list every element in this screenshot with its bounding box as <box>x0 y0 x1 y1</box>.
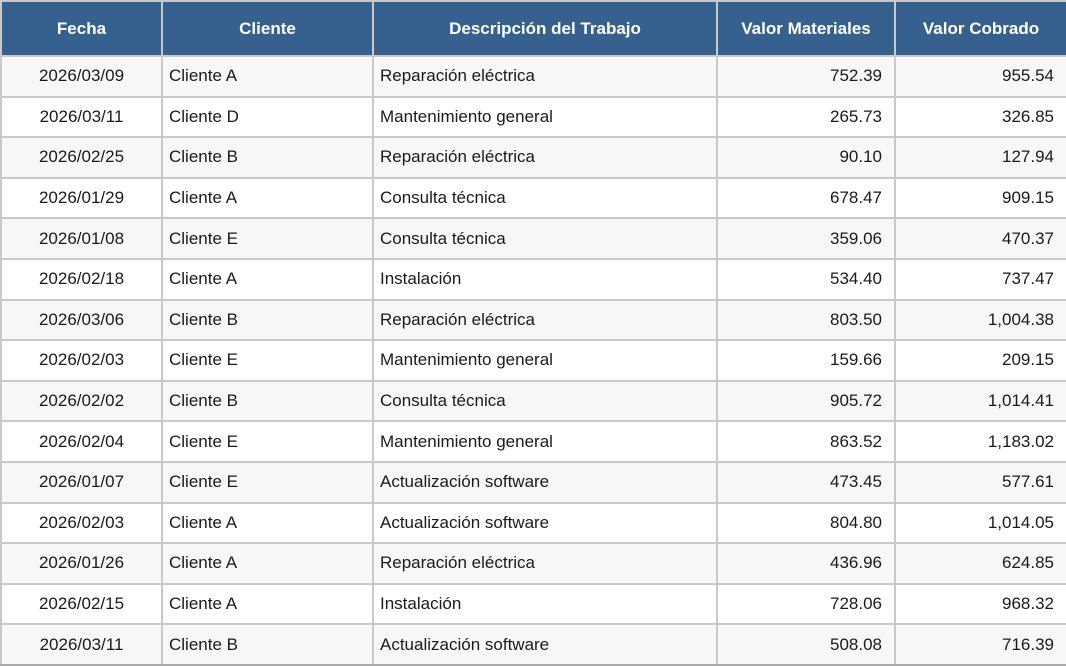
cell-descripcion: Instalación <box>372 582 718 626</box>
cell-cliente: Cliente B <box>161 379 374 423</box>
cell-cliente: Cliente A <box>161 176 374 220</box>
cell-cliente: Cliente E <box>161 460 374 504</box>
cell-valor_materiales: 534.40 <box>716 257 896 301</box>
cell-valor_cobrado: 1,014.05 <box>894 501 1066 545</box>
cell-cliente: Cliente B <box>161 623 374 666</box>
cell-fecha: 2026/01/07 <box>0 460 163 504</box>
table-row: 2026/02/25 Cliente B Reparación eléctrica 9… <box>0 136 1066 179</box>
cell-valor_cobrado: 909.15 <box>894 176 1066 220</box>
cell-fecha: 2026/02/25 <box>0 136 163 179</box>
cell-descripcion: Mantenimiento general <box>372 339 718 382</box>
cell-fecha: 2026/02/15 <box>0 582 163 626</box>
table-row: 2026/02/03 Cliente A Actualización softwar… <box>0 501 1066 545</box>
cell-valor_materiales: 728.06 <box>716 582 896 626</box>
cell-cliente: Cliente E <box>161 339 374 382</box>
cell-cliente: Cliente A <box>161 582 374 626</box>
table-row: 2026/02/15 Cliente A Instalación 728.06 968.… <box>0 582 1066 626</box>
table-row: 2026/02/03 Cliente E Mantenimiento general… <box>0 339 1066 382</box>
table-row: 2026/03/06 Cliente B Reparación eléctrica 8… <box>0 298 1066 342</box>
cell-fecha: 2026/03/09 <box>0 55 163 98</box>
header-cell-fecha: Fecha <box>0 0 163 57</box>
cell-descripcion: Consulta técnica <box>372 379 718 423</box>
cell-valor_materiales: 905.72 <box>716 379 896 423</box>
cell-valor_materiales: 436.96 <box>716 542 896 585</box>
cell-fecha: 2026/02/04 <box>0 420 163 463</box>
cell-descripcion: Actualización software <box>372 460 718 504</box>
header-cell-cliente: Cliente <box>161 0 374 57</box>
cell-fecha: 2026/02/03 <box>0 501 163 545</box>
cell-cliente: Cliente A <box>161 257 374 301</box>
table-row: 2026/03/09 Cliente A Reparación eléctrica 7… <box>0 55 1066 98</box>
cell-fecha: 2026/03/11 <box>0 623 163 666</box>
cell-cliente: Cliente B <box>161 136 374 179</box>
cell-descripcion: Reparación eléctrica <box>372 298 718 342</box>
cell-valor_cobrado: 209.15 <box>894 339 1066 382</box>
cell-cliente: Cliente D <box>161 95 374 139</box>
cell-valor_cobrado: 968.32 <box>894 582 1066 626</box>
cell-valor_materiales: 752.39 <box>716 55 896 98</box>
cell-descripcion: Consulta técnica <box>372 176 718 220</box>
cell-cliente: Cliente B <box>161 298 374 342</box>
cell-cliente: Cliente A <box>161 501 374 545</box>
cell-fecha: 2026/01/29 <box>0 176 163 220</box>
cell-valor_materiales: 803.50 <box>716 298 896 342</box>
cell-valor_cobrado: 955.54 <box>894 55 1066 98</box>
table-body: 2026/03/09 Cliente A Reparación eléctrica 7… <box>0 55 1066 666</box>
cell-cliente: Cliente A <box>161 542 374 585</box>
cell-descripcion: Actualización software <box>372 501 718 545</box>
header-cell-descripcion: Descripción del Trabajo <box>372 0 718 57</box>
table-row: 2026/02/04 Cliente E Mantenimiento general… <box>0 420 1066 463</box>
table-row: 2026/03/11 Cliente D Mantenimiento general… <box>0 95 1066 139</box>
table-header: Fecha Cliente Descripción del Trabajo Valor… <box>0 0 1066 57</box>
cell-valor_cobrado: 737.47 <box>894 257 1066 301</box>
cell-cliente: Cliente E <box>161 420 374 463</box>
cell-fecha: 2026/02/03 <box>0 339 163 382</box>
header-row: Fecha Cliente Descripción del Trabajo Valor… <box>0 0 1066 57</box>
cell-fecha: 2026/01/26 <box>0 542 163 585</box>
cell-valor_materiales: 863.52 <box>716 420 896 463</box>
table-row: 2026/01/08 Cliente E Consulta técnica 359.0… <box>0 217 1066 260</box>
cell-cliente: Cliente A <box>161 55 374 98</box>
cell-valor_cobrado: 716.39 <box>894 623 1066 666</box>
cell-valor_materiales: 90.10 <box>716 136 896 179</box>
cell-valor_materiales: 359.06 <box>716 217 896 260</box>
cell-valor_cobrado: 1,004.38 <box>894 298 1066 342</box>
cell-descripcion: Mantenimiento general <box>372 95 718 139</box>
table-row: 2026/02/18 Cliente A Instalación 534.40 737.… <box>0 257 1066 301</box>
cell-valor_materiales: 678.47 <box>716 176 896 220</box>
cell-valor_cobrado: 470.37 <box>894 217 1066 260</box>
cell-valor_cobrado: 1,014.41 <box>894 379 1066 423</box>
table-row: 2026/02/02 Cliente B Consulta técnica 905.7… <box>0 379 1066 423</box>
cell-descripcion: Reparación eléctrica <box>372 55 718 98</box>
header-cell-valor_materiales: Valor Materiales <box>716 0 896 57</box>
table-row: 2026/01/29 Cliente A Consulta técnica 678.4… <box>0 176 1066 220</box>
cell-valor_materiales: 804.80 <box>716 501 896 545</box>
table-row: 2026/03/11 Cliente B Actualización softwar… <box>0 623 1066 666</box>
header-cell-valor_cobrado: Valor Cobrado <box>894 0 1066 57</box>
cell-valor_materiales: 159.66 <box>716 339 896 382</box>
cell-valor_materiales: 508.08 <box>716 623 896 666</box>
cell-valor_cobrado: 577.61 <box>894 460 1066 504</box>
cell-fecha: 2026/02/02 <box>0 379 163 423</box>
cell-fecha: 2026/01/08 <box>0 217 163 260</box>
cell-fecha: 2026/03/11 <box>0 95 163 139</box>
cell-cliente: Cliente E <box>161 217 374 260</box>
cell-valor_materiales: 265.73 <box>716 95 896 139</box>
cell-valor_materiales: 473.45 <box>716 460 896 504</box>
cell-descripcion: Reparación eléctrica <box>372 542 718 585</box>
table-row: 2026/01/07 Cliente E Actualización softwar… <box>0 460 1066 504</box>
cell-valor_cobrado: 624.85 <box>894 542 1066 585</box>
cell-descripcion: Consulta técnica <box>372 217 718 260</box>
table-row: 2026/01/26 Cliente A Reparación eléctrica 4… <box>0 542 1066 585</box>
cell-fecha: 2026/03/06 <box>0 298 163 342</box>
cell-valor_cobrado: 127.94 <box>894 136 1066 179</box>
cell-valor_cobrado: 1,183.02 <box>894 420 1066 463</box>
cell-descripcion: Mantenimiento general <box>372 420 718 463</box>
cell-valor_cobrado: 326.85 <box>894 95 1066 139</box>
cell-descripcion: Actualización software <box>372 623 718 666</box>
cell-descripcion: Reparación eléctrica <box>372 136 718 179</box>
cell-fecha: 2026/02/18 <box>0 257 163 301</box>
cell-descripcion: Instalación <box>372 257 718 301</box>
